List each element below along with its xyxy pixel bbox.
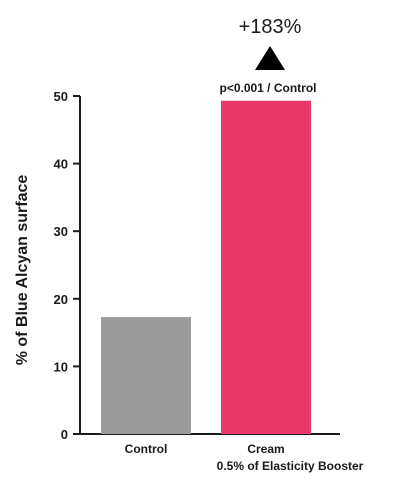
up-triangle-icon (255, 46, 285, 70)
y-axis-title: % of Blue Alcyan surface (14, 175, 31, 366)
y-tick-label: 50 (54, 89, 68, 104)
bar-control (101, 317, 191, 434)
y-tick-label: 10 (54, 359, 68, 374)
category-label: Cream (247, 442, 284, 456)
increase-annotation: +183% (239, 16, 302, 38)
category-label: Control (125, 442, 168, 456)
bars (101, 100, 311, 435)
significance-annotation: p<0.001 / Control (219, 81, 316, 95)
bar-cream (221, 100, 311, 435)
y-tick-label: 20 (54, 292, 68, 307)
y-tick-label: 40 (54, 157, 68, 172)
category-labels: Control Cream 0.5% of Elasticity Booster (125, 442, 364, 473)
category-sublabel: 0.5% of Elasticity Booster (217, 459, 364, 473)
y-tick-label: 0 (61, 427, 68, 442)
y-ticks: 0 10 20 30 40 50 (54, 89, 80, 442)
y-tick-label: 30 (54, 224, 68, 239)
